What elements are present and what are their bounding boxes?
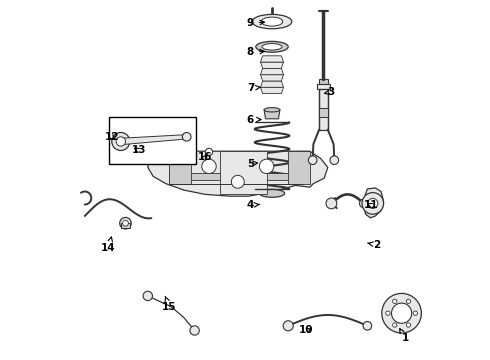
Circle shape — [413, 311, 417, 315]
Circle shape — [182, 132, 191, 141]
Ellipse shape — [262, 44, 282, 50]
Polygon shape — [319, 89, 328, 130]
Text: 16: 16 — [198, 152, 213, 162]
Circle shape — [362, 193, 384, 214]
Circle shape — [112, 132, 130, 150]
Circle shape — [386, 311, 390, 315]
Ellipse shape — [252, 14, 292, 29]
Polygon shape — [170, 173, 303, 180]
Polygon shape — [261, 56, 284, 62]
Polygon shape — [220, 151, 267, 194]
Circle shape — [382, 293, 421, 333]
Text: 5: 5 — [247, 159, 258, 169]
Text: 13: 13 — [131, 145, 146, 156]
Circle shape — [259, 159, 274, 174]
Polygon shape — [319, 79, 328, 84]
Text: 9: 9 — [247, 18, 265, 28]
Text: 15: 15 — [162, 296, 176, 312]
Circle shape — [392, 323, 397, 327]
Bar — [109, 117, 196, 164]
Ellipse shape — [256, 41, 288, 52]
Circle shape — [392, 303, 412, 323]
Polygon shape — [261, 68, 284, 75]
Text: 12: 12 — [104, 132, 119, 142]
Circle shape — [406, 299, 411, 303]
Circle shape — [231, 175, 245, 188]
Ellipse shape — [261, 17, 283, 26]
Text: 7: 7 — [247, 83, 260, 93]
Circle shape — [283, 321, 293, 331]
Circle shape — [190, 326, 199, 335]
Circle shape — [363, 321, 372, 330]
Text: 6: 6 — [247, 114, 261, 125]
Polygon shape — [261, 62, 284, 68]
Circle shape — [406, 323, 411, 327]
Circle shape — [143, 291, 152, 301]
Text: 10: 10 — [299, 325, 314, 336]
Circle shape — [116, 137, 125, 146]
Text: 11: 11 — [364, 200, 378, 210]
Circle shape — [368, 198, 378, 208]
Polygon shape — [264, 110, 280, 119]
Polygon shape — [261, 81, 284, 87]
Polygon shape — [317, 84, 330, 89]
Text: 2: 2 — [368, 240, 380, 250]
Circle shape — [360, 199, 368, 208]
Text: 14: 14 — [101, 237, 116, 253]
Polygon shape — [363, 188, 384, 218]
Text: 1: 1 — [400, 329, 409, 343]
Ellipse shape — [259, 189, 285, 197]
Polygon shape — [121, 223, 130, 228]
Polygon shape — [148, 151, 328, 196]
Polygon shape — [261, 87, 284, 94]
Polygon shape — [170, 151, 191, 184]
Circle shape — [326, 198, 337, 209]
Circle shape — [205, 148, 213, 156]
Ellipse shape — [264, 108, 280, 112]
Circle shape — [308, 156, 317, 165]
Polygon shape — [319, 108, 328, 117]
Circle shape — [120, 217, 131, 229]
Circle shape — [122, 220, 128, 226]
Polygon shape — [121, 135, 187, 145]
Polygon shape — [288, 151, 310, 184]
Circle shape — [330, 156, 339, 165]
Circle shape — [392, 299, 397, 303]
Circle shape — [202, 159, 216, 174]
Text: 4: 4 — [247, 200, 260, 210]
Text: 3: 3 — [324, 87, 335, 97]
Text: 8: 8 — [247, 47, 265, 57]
Polygon shape — [261, 75, 284, 81]
